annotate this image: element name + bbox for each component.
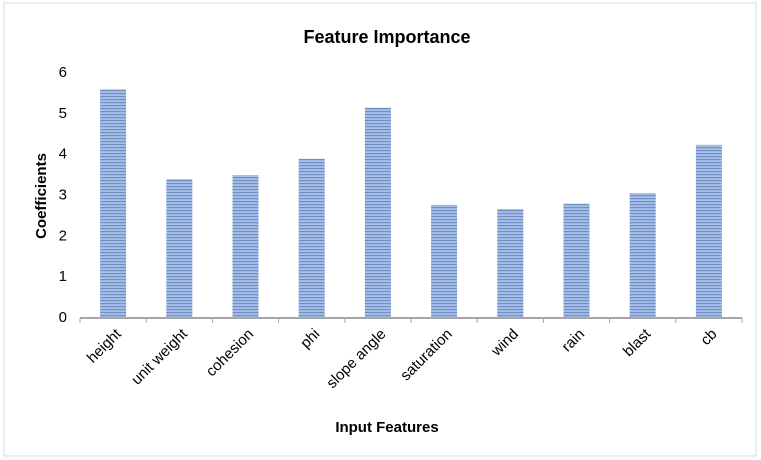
bar xyxy=(232,175,259,318)
bar xyxy=(166,179,193,318)
x-axis-label: Input Features xyxy=(335,419,438,436)
bar xyxy=(695,144,722,318)
y-tick-label: 0 xyxy=(59,309,67,326)
y-tick-label: 6 xyxy=(59,64,67,81)
y-tick-label: 2 xyxy=(59,227,67,244)
bar xyxy=(431,204,458,318)
y-tick-label: 5 xyxy=(59,105,67,122)
bar xyxy=(298,158,325,318)
bar xyxy=(563,203,590,318)
bar xyxy=(100,89,127,318)
chart-title: Feature Importance xyxy=(303,27,470,47)
y-axis-label: Coefficients xyxy=(33,153,50,239)
bar xyxy=(364,107,391,318)
y-tick-label: 3 xyxy=(59,186,67,203)
y-tick-label: 4 xyxy=(59,146,67,163)
bar xyxy=(497,208,524,318)
bar xyxy=(629,193,656,318)
y-tick-label: 1 xyxy=(59,268,67,285)
